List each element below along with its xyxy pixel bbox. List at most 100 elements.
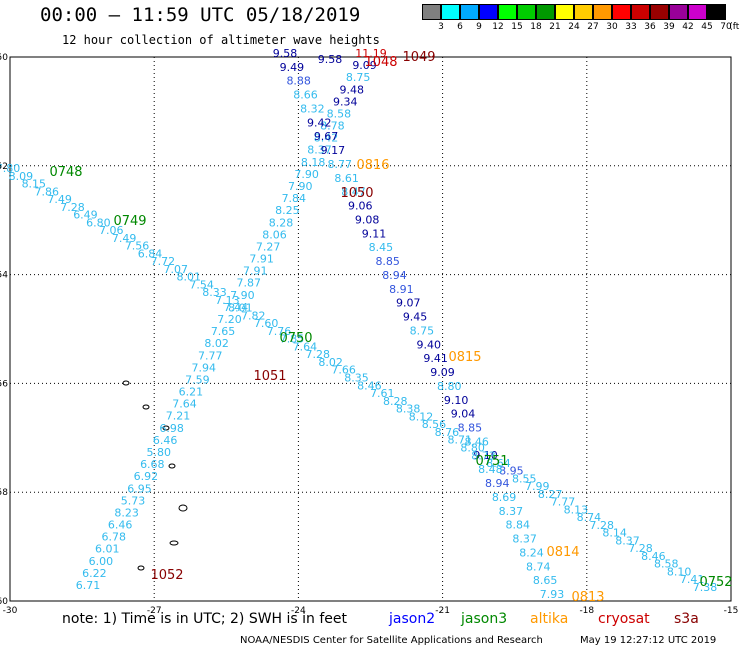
wave-height-value: 8.37 xyxy=(307,144,332,157)
wave-height-value: 7.49 xyxy=(47,193,72,206)
scale-swatch xyxy=(536,4,555,20)
scale-label: 21 xyxy=(549,22,561,32)
page-subtitle: 12 hour collection of altimeter wave hei… xyxy=(62,33,380,47)
wave-height-value: 8.09 xyxy=(9,170,34,183)
lon-tick-label: -18 xyxy=(579,606,594,616)
wave-height-value: 9.08 xyxy=(355,213,380,226)
legend-note: note: 1) Time is in UTC; 2) SWH is in fe… xyxy=(62,611,348,627)
wave-height-value: 7.77 xyxy=(551,496,576,509)
scale-label: 42 xyxy=(682,22,694,32)
island-outline xyxy=(142,404,150,410)
map-grid xyxy=(9,56,732,602)
wave-height-value: 6.01 xyxy=(95,543,120,556)
island-outline xyxy=(168,463,176,469)
lat-tick-label: -52 xyxy=(0,162,8,172)
pass-time-cryosat: 1048 xyxy=(364,55,397,70)
lon-tick-label: -21 xyxy=(435,606,450,616)
wave-height-value: 8.46 xyxy=(357,379,382,392)
wave-height-value: 8.66 xyxy=(293,89,318,102)
wave-height-value: 7.77 xyxy=(198,349,223,362)
wave-height-value: 8.06 xyxy=(262,228,287,241)
scale-swatch xyxy=(460,4,479,20)
pass-time-s3a: 1051 xyxy=(253,369,286,384)
wave-height-value: 9.11 xyxy=(362,227,387,240)
wave-height-value: 8.58 xyxy=(327,107,352,120)
pass-time-s3a: 1049 xyxy=(402,50,435,65)
island-outline xyxy=(169,540,179,546)
wave-height-value: 7.64 xyxy=(293,340,318,353)
wave-height-value: 8.48 xyxy=(478,463,503,476)
wave-height-value: 7.91 xyxy=(249,253,274,266)
wave-height-value: 8.10 xyxy=(667,565,692,578)
wave-height-value: 7.44 xyxy=(224,301,249,314)
island-outline xyxy=(122,380,130,386)
wave-height-value: 5.73 xyxy=(121,494,146,507)
wave-height-value: 7.56 xyxy=(125,240,150,253)
wave-height-value: 5.80 xyxy=(147,446,172,459)
pass-time-s3a: 1050 xyxy=(340,186,373,201)
wave-height-value: 6.46 xyxy=(153,434,178,447)
pass-time-jason3: 0750 xyxy=(279,331,312,346)
pass-time-jason3: 0749 xyxy=(113,214,146,229)
lon-tick-label: -15 xyxy=(724,606,739,616)
wave-height-value: 8.74 xyxy=(526,560,551,573)
scale-swatch xyxy=(593,4,612,20)
wave-height-value: 8.14 xyxy=(602,527,627,540)
pass-time-jason3: 0751 xyxy=(475,454,508,469)
wave-height-value: 8.28 xyxy=(269,216,294,229)
wave-height-value: 7.86 xyxy=(34,185,59,198)
wave-height-value: 8.73 xyxy=(471,449,496,462)
wave-height-value: 11.19 xyxy=(355,47,387,60)
wave-height-value: 7.94 xyxy=(192,361,217,374)
scale-swatch xyxy=(650,4,669,20)
wave-height-value: 6.00 xyxy=(89,555,114,568)
wave-height-value: 7.99 xyxy=(525,480,550,493)
wave-height-value: 8.56 xyxy=(422,418,447,431)
wave-height-value: 9.49 xyxy=(280,61,305,74)
scale-label: 45 xyxy=(701,22,713,32)
scale-label: 9 xyxy=(476,22,482,32)
wave-height-value: 7.28 xyxy=(589,519,614,532)
wave-height-value: 8.15 xyxy=(22,178,47,191)
wave-height-value: 7.06 xyxy=(99,224,124,237)
wave-height-value: 8.55 xyxy=(512,472,537,485)
wave-height-value: 6.21 xyxy=(179,386,204,399)
wave-height-value: 7.21 xyxy=(166,410,191,423)
wave-height-value: 8.71 xyxy=(448,434,473,447)
pass-time-s3a: 1052 xyxy=(150,568,183,583)
lon-tick-label: -24 xyxy=(291,606,306,616)
wave-height-value: 8.94 xyxy=(485,477,510,490)
wave-height-value: 7.66 xyxy=(331,364,356,377)
lat-tick-label: -58 xyxy=(0,488,8,498)
wave-height-value: 9.09 xyxy=(430,366,455,379)
wave-height-value: 7.84 xyxy=(282,192,307,205)
pass-time-altika: 0815 xyxy=(448,350,481,365)
wave-height-value: 8.78 xyxy=(320,120,345,133)
wave-height-value: 8.24 xyxy=(519,546,544,559)
legend-jason3: jason3 xyxy=(461,611,508,627)
wave-height-value: 8.84 xyxy=(506,519,531,532)
wave-height-value: 6.92 xyxy=(134,470,159,483)
scale-swatch xyxy=(422,4,441,20)
wave-height-value: 7.72 xyxy=(151,255,176,268)
wave-height-value: 9.07 xyxy=(396,297,421,310)
scale-label: 24 xyxy=(568,22,580,32)
wave-height-value: 9.67 xyxy=(314,130,339,143)
wave-height-value: 7.85 xyxy=(280,333,305,346)
scale-swatch xyxy=(517,4,536,20)
wave-height-value: 6.80 xyxy=(86,216,111,229)
scale-label: 6 xyxy=(457,22,463,32)
wave-height-value: 7.93 xyxy=(540,588,565,601)
wave-height-value: 7.76 xyxy=(267,325,292,338)
legend-cryosat: cryosat xyxy=(598,611,650,627)
wave-height-value: 7.28 xyxy=(306,348,331,361)
wave-height-value: 8.64 xyxy=(486,457,511,470)
wave-height-value: 8.46 xyxy=(464,435,489,448)
wave-height-value: 7.54 xyxy=(189,278,214,291)
wave-height-value: 7.20 xyxy=(217,313,242,326)
lat-tick-label: -50 xyxy=(0,53,8,63)
wave-height-value: 7.90 xyxy=(230,289,255,302)
wave-height-value: 8.33 xyxy=(202,286,227,299)
wave-height-value: 7.91 xyxy=(243,265,268,278)
